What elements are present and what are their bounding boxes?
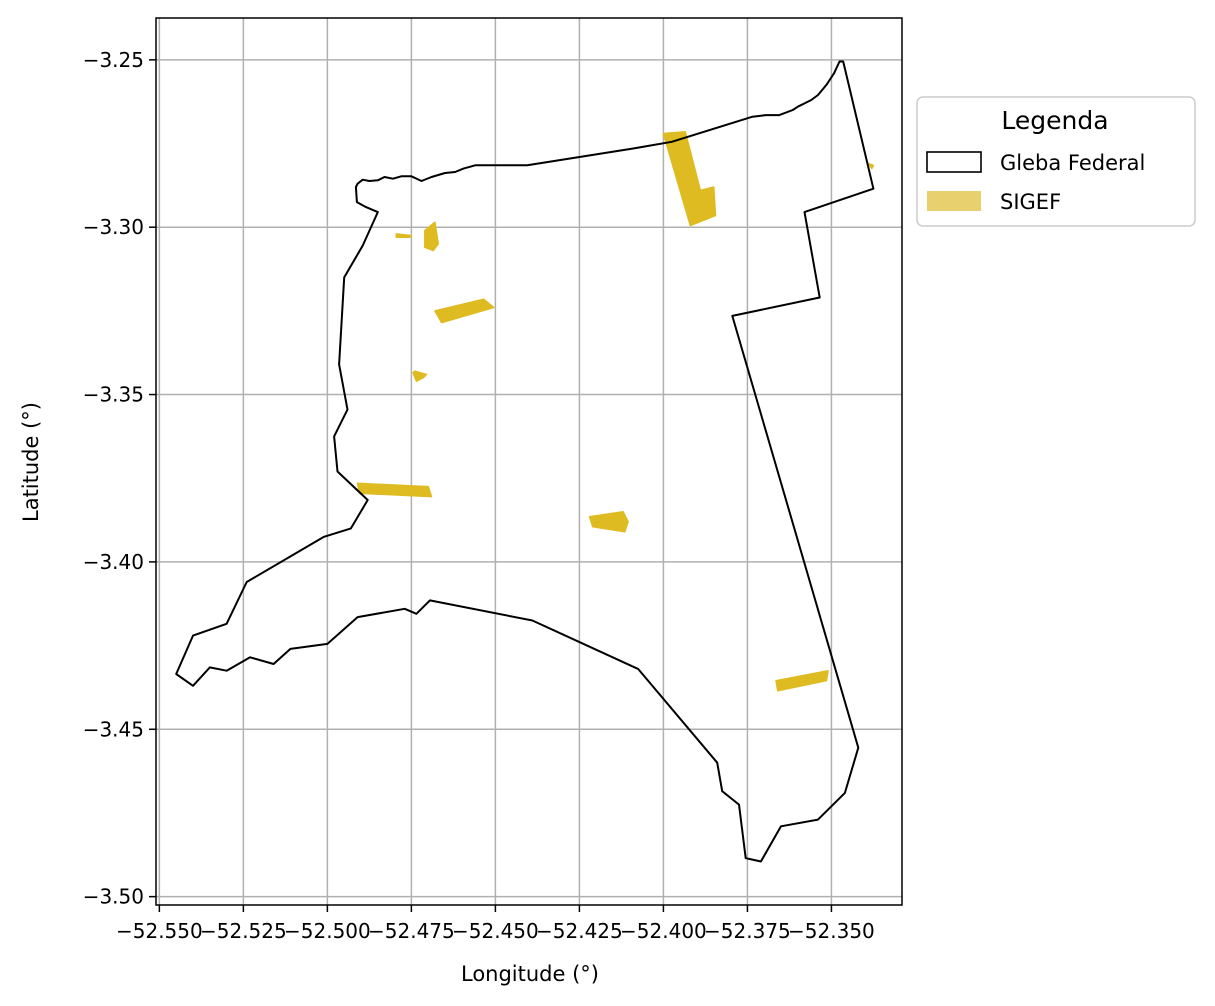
y-tick-label: −3.45	[83, 717, 144, 741]
y-tick-label: −3.25	[83, 48, 144, 72]
legend-swatch-gleba-federal	[926, 151, 982, 173]
legend: Legenda Gleba Federal SIGEF	[916, 96, 1196, 227]
gridlines	[156, 18, 902, 905]
legend-label-gleba-federal: Gleba Federal	[1000, 151, 1145, 175]
sigef-parcel	[424, 221, 440, 252]
legend-box	[916, 96, 1196, 227]
legend-title: Legenda	[1001, 106, 1108, 135]
y-tick-label: −3.40	[83, 550, 144, 574]
x-tick-label: −52.375	[704, 919, 791, 943]
x-tick-label: −52.525	[200, 919, 287, 943]
y-tick-label: −3.35	[83, 383, 144, 407]
y-tick-label: −3.30	[83, 215, 144, 239]
axes-frame	[155, 17, 903, 906]
y-tick-label: −3.50	[83, 885, 144, 909]
legend-swatch-sigef	[927, 191, 981, 211]
legend-label-sigef: SIGEF	[1000, 190, 1061, 214]
y-axis-label: Latitude (°)	[19, 402, 43, 522]
x-tick-label: −52.450	[452, 919, 539, 943]
x-tick-label: −52.475	[368, 919, 455, 943]
x-tick-label: −52.400	[620, 919, 707, 943]
gleba-federal-layer	[175, 60, 875, 863]
x-tick-label: −52.350	[788, 919, 875, 943]
x-tick-label: −52.500	[284, 919, 371, 943]
gleba-federal-boundary	[175, 60, 875, 863]
sigef-parcel	[395, 233, 413, 238]
sigef-parcel	[434, 298, 495, 324]
sigef-parcel	[867, 162, 875, 170]
x-axis-label: Longitude (°)	[461, 962, 599, 986]
axis-ticks: −52.550−52.525−52.500−52.475−52.450−52.4…	[83, 48, 875, 943]
x-tick-label: −52.550	[116, 919, 203, 943]
sigef-parcel	[588, 510, 629, 533]
sigef-parcel	[356, 482, 433, 498]
sigef-layer	[356, 131, 875, 692]
sigef-parcel	[775, 669, 829, 692]
sigef-parcel	[662, 131, 717, 227]
x-tick-label: −52.425	[536, 919, 623, 943]
sigef-parcel	[412, 370, 428, 382]
